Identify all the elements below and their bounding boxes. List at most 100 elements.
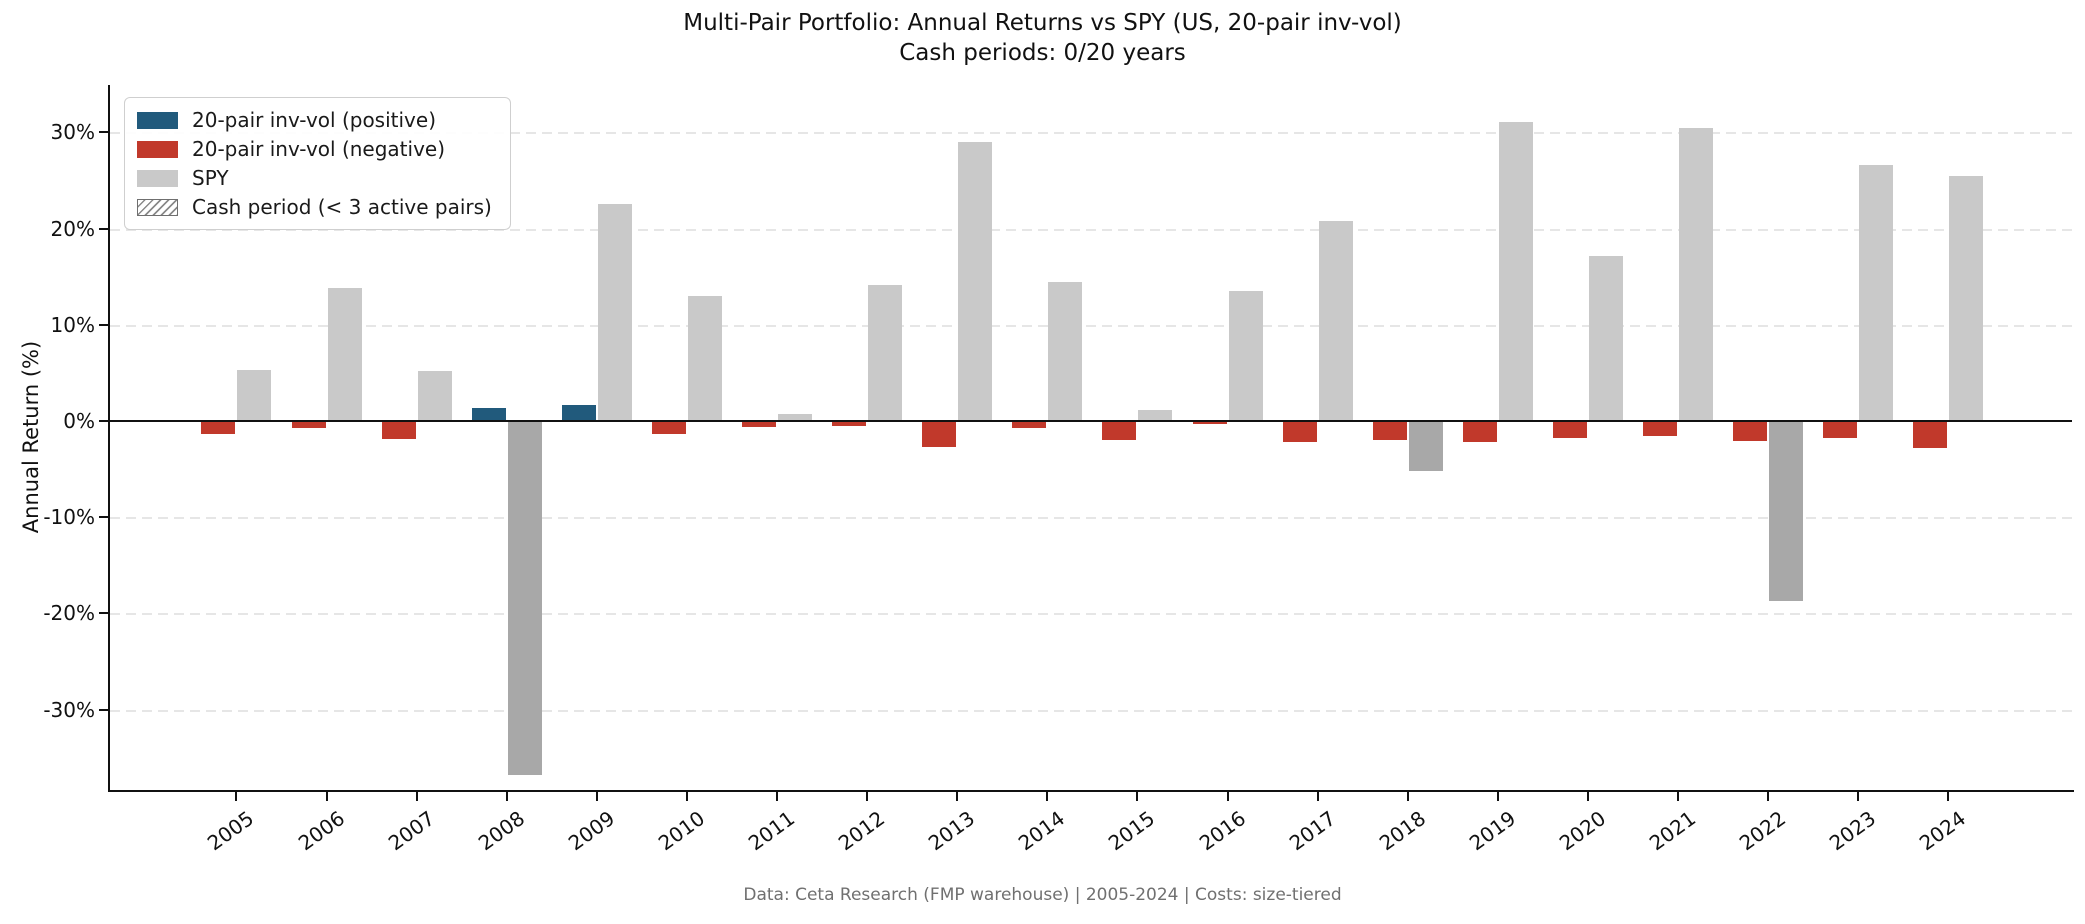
gridline-10 <box>110 324 2072 327</box>
bar-spy-2012 <box>868 285 903 421</box>
bar-strategy-2022 <box>1733 421 1768 442</box>
bar-spy-2011 <box>778 414 812 421</box>
legend-label: 20-pair inv-vol (negative) <box>192 137 446 161</box>
x-tick-mark-2020 <box>1586 792 1589 801</box>
hatch-swatch-icon <box>137 198 178 216</box>
bar-spy-2022 <box>1769 421 1804 601</box>
bar-strategy-2019 <box>1462 421 1497 443</box>
x-tick-mark-2021 <box>1677 792 1679 801</box>
x-tick-mark-2014 <box>1046 792 1049 801</box>
bar-strategy-2005 <box>201 421 236 434</box>
x-tick-mark-2006 <box>325 792 328 801</box>
bar-strategy-2015 <box>1102 421 1137 441</box>
x-tick-mark-2007 <box>415 792 418 801</box>
bar-spy-2009 <box>597 203 632 421</box>
legend-label: SPY <box>192 166 229 190</box>
x-tick-label-2020: 2020 <box>1554 806 1610 856</box>
x-tick-label-2021: 2021 <box>1644 806 1701 856</box>
x-tick-mark-2005 <box>235 792 238 801</box>
footer-caption: Data: Ceta Research (FMP warehouse) | 20… <box>743 885 1342 905</box>
x-tick-mark-2024 <box>1947 792 1950 801</box>
bar-strategy-2008 <box>471 407 506 421</box>
x-tick-label-2006: 2006 <box>293 806 349 856</box>
legend-label: 20-pair inv-vol (positive) <box>192 108 437 132</box>
y-tick-label-20: 20% <box>50 216 95 241</box>
legend-item-2: SPY <box>137 166 492 190</box>
plot-area <box>110 85 2072 790</box>
x-tick-label-2015: 2015 <box>1104 806 1160 856</box>
legend-label: Cash period (< 3 active pairs) <box>192 195 492 219</box>
x-tick-mark-2019 <box>1496 792 1499 801</box>
bar-spy-2007 <box>417 370 452 421</box>
y-tick-mark-0 <box>99 420 108 422</box>
bar-spy-2010 <box>687 295 722 421</box>
x-tick-mark-2008 <box>505 792 508 801</box>
x-tick-label-2014: 2014 <box>1014 806 1070 856</box>
bar-strategy-2018 <box>1372 421 1407 441</box>
bar-spy-2006 <box>327 288 362 421</box>
figure-title-block: Multi-Pair Portfolio: Annual Returns vs … <box>0 8 2085 69</box>
bar-strategy-2017 <box>1282 421 1317 443</box>
x-tick-mark-2017 <box>1316 792 1319 801</box>
zero-line <box>110 420 2072 423</box>
x-tick-label-2009: 2009 <box>563 806 619 856</box>
color-swatch-icon <box>137 140 178 158</box>
y-tick-mark-30 <box>99 131 108 134</box>
x-tick-label-2016: 2016 <box>1194 806 1250 856</box>
x-tick-label-2007: 2007 <box>383 806 439 856</box>
legend-item-1: 20-pair inv-vol (negative) <box>137 137 492 161</box>
x-tick-label-2024: 2024 <box>1915 806 1971 856</box>
bar-spy-2021 <box>1679 127 1713 421</box>
bar-spy-2013 <box>958 142 993 421</box>
bar-strategy-2009 <box>561 404 596 421</box>
x-tick-label-2019: 2019 <box>1464 806 1520 856</box>
bar-spy-2016 <box>1228 291 1263 421</box>
x-tick-mark-2012 <box>866 792 869 801</box>
bar-spy-2015 <box>1138 410 1173 421</box>
bar-spy-2008 <box>507 421 542 776</box>
bar-spy-2018 <box>1408 421 1443 472</box>
x-tick-mark-2016 <box>1226 792 1229 801</box>
y-tick-mark--20 <box>99 612 108 615</box>
x-tick-mark-2018 <box>1406 792 1409 801</box>
x-tick-mark-2010 <box>685 792 688 801</box>
legend-item-0: 20-pair inv-vol (positive) <box>137 108 492 132</box>
bar-spy-2017 <box>1318 220 1353 421</box>
x-tick-mark-2013 <box>956 792 959 801</box>
legend-item-3: Cash period (< 3 active pairs) <box>137 195 492 219</box>
legend: 20-pair inv-vol (positive) 20-pair inv-vo… <box>124 97 511 230</box>
bar-strategy-2023 <box>1823 421 1858 439</box>
bar-strategy-2006 <box>291 421 326 428</box>
x-tick-mark-2009 <box>595 792 598 801</box>
x-tick-label-2018: 2018 <box>1374 806 1430 856</box>
x-tick-label-2017: 2017 <box>1284 806 1340 856</box>
bar-spy-2020 <box>1588 256 1623 421</box>
y-tick-label--10: -10% <box>43 505 95 530</box>
bar-strategy-2010 <box>651 421 686 434</box>
gridline-30 <box>110 132 2072 135</box>
bar-spy-2024 <box>1949 175 1984 421</box>
y-tick-label-0: 0% <box>63 409 95 433</box>
color-swatch-icon <box>137 111 178 129</box>
x-tick-label-2012: 2012 <box>833 806 890 856</box>
gridline--10 <box>110 517 2072 520</box>
bar-strategy-2011 <box>742 421 776 427</box>
y-tick-label-30: 30% <box>50 120 95 145</box>
gridline--20 <box>110 613 2072 616</box>
y-tick-label--30: -30% <box>43 697 95 722</box>
bar-strategy-2020 <box>1552 421 1587 439</box>
x-axis-spine <box>108 790 2074 792</box>
y-tick-mark--10 <box>99 516 108 519</box>
x-tick-label-2022: 2022 <box>1734 806 1791 856</box>
bar-strategy-2016 <box>1192 421 1227 424</box>
gridline--30 <box>110 709 2072 712</box>
y-tick-mark-10 <box>99 323 108 326</box>
bar-strategy-2012 <box>832 421 867 426</box>
bar-spy-2023 <box>1859 165 1894 421</box>
x-tick-mark-2022 <box>1767 792 1770 801</box>
bar-strategy-2024 <box>1913 421 1948 448</box>
x-tick-label-2008: 2008 <box>473 806 529 856</box>
x-tick-mark-2023 <box>1857 792 1860 801</box>
gridline-20 <box>110 228 2072 231</box>
x-tick-label-2005: 2005 <box>203 806 259 856</box>
